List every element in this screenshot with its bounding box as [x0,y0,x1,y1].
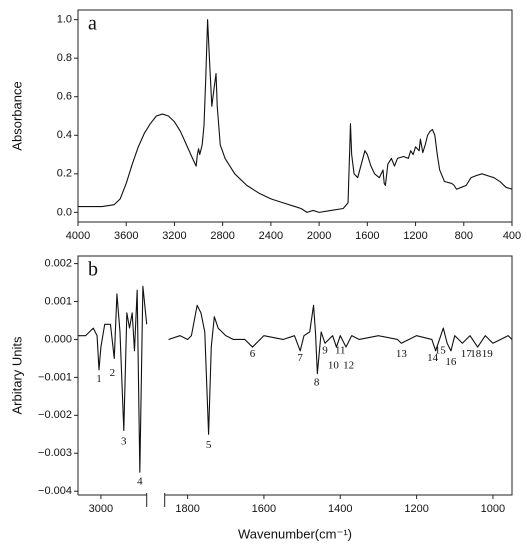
x-tick-label: 3200 [162,230,186,242]
x-tick-label: 4000 [66,230,90,242]
spectrum-line [78,285,513,473]
x-tick-label: 1200 [404,503,428,515]
x-axis-title: Wavenumber(cm⁻¹) [238,526,352,541]
peak-label: 3 [121,435,127,447]
peak-label: 11 [335,344,346,356]
spectrum-line [78,19,513,213]
y-tick-label: 0.000 [44,333,72,345]
peak-label: 10 [328,360,340,372]
x-tick-label: 1000 [481,503,505,515]
peak-label: 6 [250,348,256,360]
peak-label: 4 [137,475,143,487]
x-tick-label: 400 [503,230,521,242]
peak-label: 16 [445,356,457,368]
y-tick-label: −0.001 [38,371,72,383]
y-tick-label: −0.003 [38,447,72,459]
peak-label: 12 [343,360,354,372]
y-tick-label: 0.6 [57,91,72,103]
x-tick-label: 2000 [307,230,331,242]
y-tick-label: 0.2 [57,168,72,180]
peak-label: 2 [110,367,116,379]
x-tick-label: 1200 [403,230,427,242]
x-tick-label: 2400 [259,230,283,242]
y-tick-label: 0.001 [44,295,72,307]
y-axis-title: Absorbance [9,81,24,150]
y-tick-label: 0.8 [57,52,72,64]
axis-frame [77,9,513,223]
y-tick-label: −0.002 [38,409,72,421]
y-axis-title: Arbitary Units [9,336,24,415]
y-tick-label: 0.4 [57,129,72,141]
x-tick-label: 3600 [114,230,138,242]
peak-label: 5 [206,439,212,451]
panel-label: a [88,13,97,35]
peak-label: 19 [482,348,494,360]
y-tick-label: 1.0 [57,14,72,26]
x-tick-label: 2800 [210,230,234,242]
y-tick-label: 0.002 [44,257,72,269]
peak-label: 14 [427,352,439,364]
peak-label: 7 [297,352,303,364]
peak-label: 9 [322,344,328,356]
peak-label: 15 [435,344,447,356]
panel-label: b [88,259,98,281]
x-tick-label: 3000 [89,503,113,515]
y-tick-label: −0.004 [38,485,72,497]
x-tick-label: 800 [455,230,473,242]
y-tick-label: 0.0 [57,206,72,218]
x-tick-label: 1800 [175,503,199,515]
x-tick-label: 1600 [252,503,276,515]
peak-label: 1 [96,373,102,385]
x-tick-label: 1600 [355,230,379,242]
peak-label: 18 [470,348,482,360]
x-tick-label: 1400 [328,503,352,515]
peak-label: 8 [314,377,320,389]
peak-label: 17 [461,348,473,360]
peak-label: 13 [396,348,408,360]
